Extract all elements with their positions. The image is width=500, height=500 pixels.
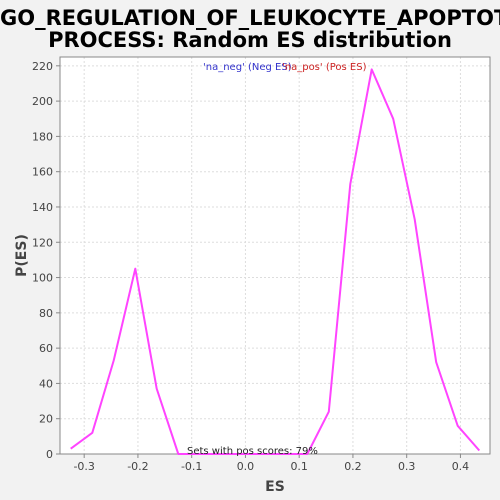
legend-neg-label: 'na_neg' (Neg ES) [203, 62, 292, 73]
chart-title-line1: GO_REGULATION_OF_LEUKOCYTE_APOPTOTIC_ [0, 6, 500, 30]
y-axis-title: P(ES) [14, 234, 30, 277]
x-tick-label: -0.1 [181, 460, 202, 473]
x-tick-label: 0.0 [237, 460, 255, 473]
x-axis-title: ES [265, 479, 285, 495]
x-axis-ticks: -0.3 -0.2 -0.1 0.0 0.1 0.2 0.3 0.4 [73, 454, 469, 473]
x-tick-label: 0.1 [290, 460, 308, 473]
y-tick-label: 120 [32, 236, 53, 249]
y-tick-label: 80 [39, 307, 53, 320]
y-tick-label: 180 [32, 130, 53, 143]
y-tick-label: 0 [46, 448, 53, 461]
chart-title-line2: PROCESS: Random ES distribution [48, 28, 452, 52]
y-axis-ticks: 0 20 40 60 80 100 120 140 160 180 200 220 [32, 60, 60, 461]
x-tick-label: -0.3 [73, 460, 94, 473]
y-tick-label: 60 [39, 342, 53, 355]
pos-scores-annotation: Sets with pos scores: 79% [187, 446, 318, 457]
y-tick-label: 100 [32, 272, 53, 285]
y-tick-label: 200 [32, 95, 53, 108]
x-tick-label: -0.2 [127, 460, 148, 473]
legend-pos-label: 'na_pos' (Pos ES) [282, 62, 367, 73]
series-layer [70, 68, 481, 455]
x-tick-label: 0.2 [344, 460, 362, 473]
x-tick-label: 0.4 [452, 460, 470, 473]
y-tick-label: 20 [39, 413, 53, 426]
y-tick-label: 140 [32, 201, 53, 214]
y-tick-label: 40 [39, 377, 53, 390]
plot-area [60, 57, 490, 454]
y-tick-label: 220 [32, 60, 53, 73]
es-distribution-line [70, 68, 481, 455]
x-tick-label: 0.3 [398, 460, 416, 473]
y-tick-label: 160 [32, 166, 53, 179]
